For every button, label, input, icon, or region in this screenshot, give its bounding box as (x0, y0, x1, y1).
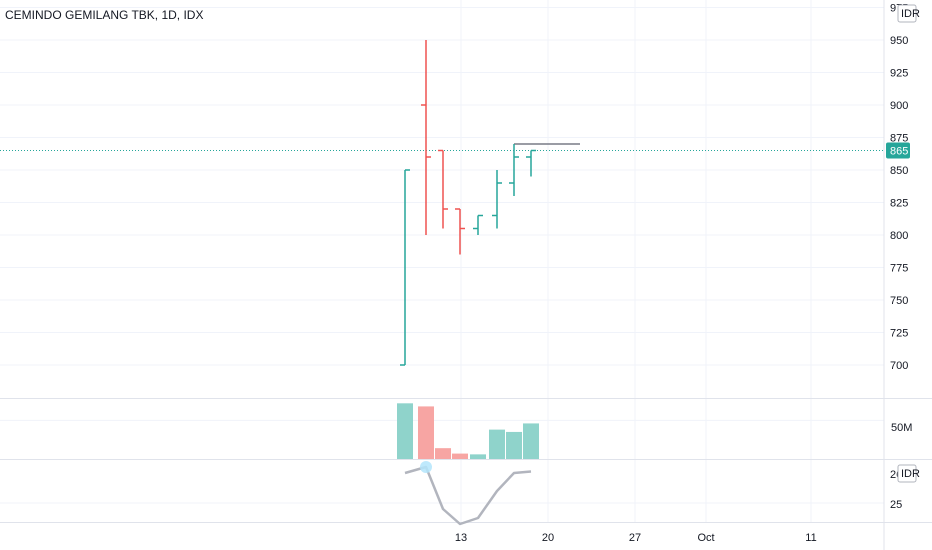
price-pane[interactable] (0, 40, 884, 366)
volume-bar[interactable] (435, 448, 451, 459)
time-tick-label: 11 (805, 532, 816, 544)
ohlc-bar[interactable] (473, 214, 483, 236)
price-tick-label: 900 (890, 100, 908, 112)
ohlc-bar[interactable] (438, 149, 448, 229)
volume-tick-label: 50M (891, 422, 912, 434)
indicator-tick-label: 25 (890, 499, 902, 511)
volume-axis[interactable]: 50M (891, 422, 912, 434)
grid (0, 0, 884, 522)
ohlc-bar[interactable] (455, 208, 465, 255)
chart-title: CEMINDO GEMILANG TBK, 1D, IDX (5, 8, 203, 22)
price-axis[interactable]: 700725750775800825850875900925950975 (890, 3, 908, 373)
ohlc-bar[interactable] (526, 149, 536, 177)
volume-pane[interactable] (397, 403, 539, 459)
indicator-currency-label: IDR (901, 468, 920, 480)
price-tick-label: 925 (890, 68, 908, 80)
time-tick-label: 13 (455, 532, 467, 544)
price-tick-label: 800 (890, 230, 908, 242)
indicator-currency-badge[interactable] (897, 464, 917, 483)
indicator-line[interactable] (404, 465, 532, 526)
volume-bar[interactable] (418, 406, 434, 459)
currency-badge[interactable]: IDR (897, 4, 920, 23)
ohlc-bar[interactable] (421, 40, 431, 235)
last-price-label: 865 (890, 146, 908, 158)
price-tick-label: 700 (890, 360, 908, 372)
indicator-pane[interactable] (404, 461, 532, 526)
volume-bar[interactable] (523, 423, 539, 459)
time-tick-label: 27 (629, 532, 641, 544)
price-tick-label: 725 (890, 328, 908, 340)
price-tick-label: 750 (890, 295, 908, 307)
price-tick-label: 825 (890, 198, 908, 210)
price-tick-label: 875 (890, 133, 908, 145)
time-axis[interactable]: 13 20 27 Oct 11 (455, 532, 817, 544)
volume-bar[interactable] (489, 429, 505, 459)
volume-bar[interactable] (452, 453, 468, 459)
price-tick-label: 850 (890, 165, 908, 177)
ohlc-bar[interactable] (400, 169, 410, 366)
ohlc-bar[interactable] (492, 170, 502, 229)
ohlc-bar[interactable] (509, 144, 519, 196)
last-price-badge: 865 (886, 142, 910, 159)
indicator-axis[interactable]: 26 IDR 25 (890, 464, 920, 511)
price-tick-label: 775 (890, 263, 908, 275)
time-tick-label: Oct (697, 532, 714, 544)
time-tick-label: 20 (542, 532, 554, 544)
price-tick-label: 950 (890, 35, 908, 47)
indicator-crosshair-point (420, 461, 432, 473)
currency-label: IDR (901, 8, 920, 20)
volume-bar[interactable] (506, 431, 522, 459)
volume-bar[interactable] (470, 454, 486, 459)
volume-bar[interactable] (397, 403, 413, 459)
